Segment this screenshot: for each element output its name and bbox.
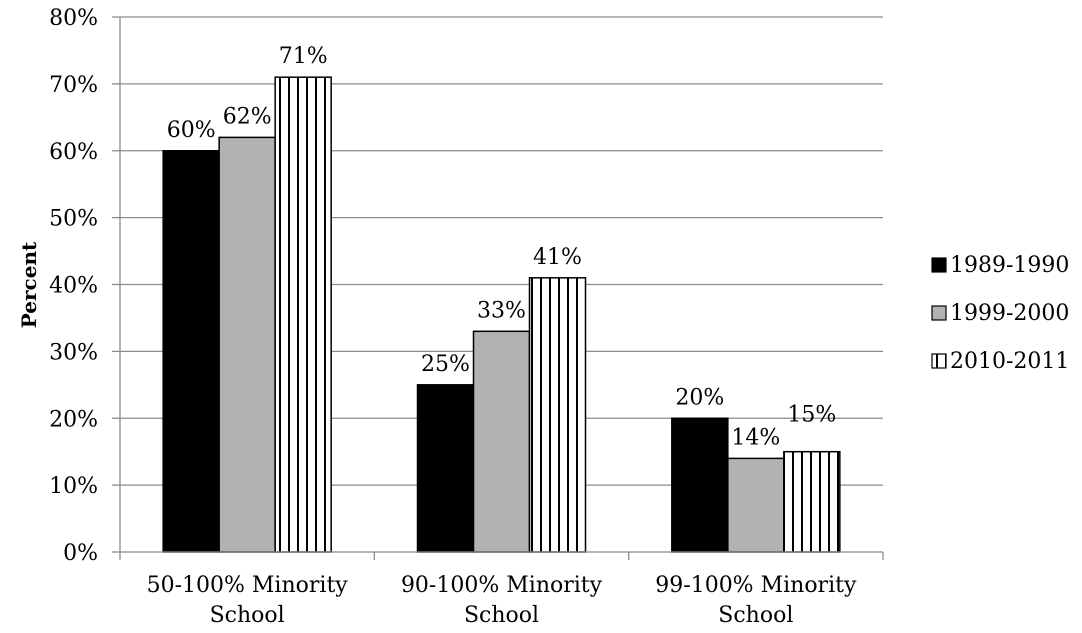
y-tick-label: 20%	[49, 407, 98, 432]
y-tick-label: 80%	[49, 6, 98, 31]
y-tick-label: 30%	[49, 340, 98, 365]
x-category-label: School	[718, 603, 793, 628]
x-category-label: 99-100% Minority	[655, 573, 857, 598]
data-label: 33%	[477, 298, 526, 323]
y-tick-label: 50%	[49, 207, 98, 232]
y-axis-label: Percent	[17, 241, 41, 328]
data-label: 71%	[279, 44, 328, 69]
bar-1989-1990	[671, 417, 729, 553]
legend-label: 2010-2011	[950, 349, 1069, 374]
data-label: 25%	[421, 352, 470, 377]
bar-1989-1990	[162, 150, 220, 553]
legend: 1989-1990 1999-2000 2010-2011	[931, 253, 1069, 374]
legend-swatch	[931, 257, 947, 273]
data-label: 20%	[675, 385, 724, 410]
bar-1999-2000	[472, 330, 531, 553]
bar-2010-2011	[274, 76, 332, 553]
y-tick-label: 10%	[49, 474, 98, 499]
x-category-label: School	[210, 603, 285, 628]
x-category-label: 50-100% Minority	[147, 573, 349, 598]
legend-swatch	[931, 353, 947, 369]
data-label: 62%	[223, 104, 272, 129]
bar-1999-2000	[218, 136, 276, 553]
bar-2010-2011	[783, 450, 841, 553]
x-category-label: 90-100% Minority	[401, 573, 603, 598]
data-label: 60%	[167, 118, 216, 143]
y-tick-label: 70%	[49, 73, 98, 98]
x-category-label: School	[464, 603, 539, 628]
data-label: 41%	[533, 245, 582, 270]
bars	[162, 76, 841, 553]
legend-swatch	[931, 305, 947, 321]
y-tick-label: 0%	[63, 541, 98, 566]
y-tick-label: 60%	[49, 140, 98, 165]
data-label: 14%	[731, 425, 780, 450]
bar-1999-2000	[727, 457, 785, 553]
y-tick-label: 40%	[49, 274, 98, 299]
data-label: 15%	[787, 403, 836, 428]
bar-2010-2011	[528, 277, 587, 553]
bar-1989-1990	[416, 384, 475, 553]
legend-label: 1989-1990	[950, 253, 1069, 278]
axes: 0% 10% 20% 30% 40% 50% 60% 70% 80% 50-100% Minori…	[49, 6, 884, 628]
legend-label: 1999-2000	[950, 301, 1069, 326]
data-labels: 60% 62% 71% 25% 33% 41% 20% 14% 15%	[167, 44, 837, 450]
